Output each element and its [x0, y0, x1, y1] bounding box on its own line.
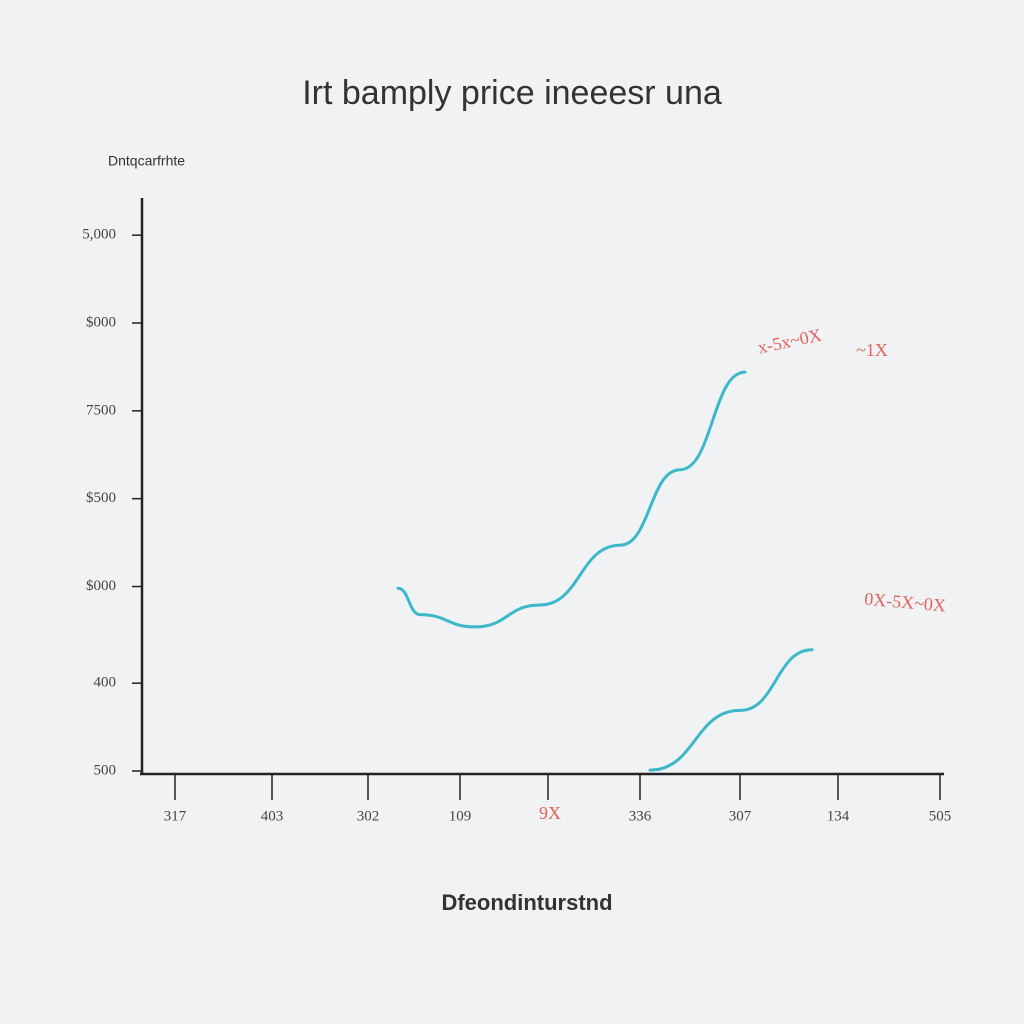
- x-axis-label: Dfeondinturstnd: [441, 890, 612, 915]
- y-tick-label: 400: [94, 675, 117, 691]
- y-tick-label: $500: [86, 490, 116, 506]
- data-line: [396, 370, 747, 629]
- y-axis-label: Dntqcarfrhte: [108, 153, 185, 169]
- x-tick-label: 505: [929, 808, 952, 824]
- y-tick-label: $000: [86, 314, 116, 330]
- y-tick-label: $000: [86, 578, 116, 594]
- annotation: 9X: [539, 803, 561, 823]
- y-tick-label: 5,000: [82, 227, 116, 243]
- annotation: x-5x~0X: [756, 325, 823, 358]
- data-line: [648, 648, 814, 772]
- y-tick-label: 7500: [86, 402, 116, 418]
- y-tick-label: 500: [94, 762, 117, 778]
- x-tick-label: 336: [629, 808, 652, 824]
- x-tick-label: 302: [357, 808, 380, 824]
- x-tick-label: 307: [729, 808, 752, 824]
- annotation: ~1X: [856, 340, 888, 360]
- x-tick-label: 134: [827, 808, 850, 824]
- chart-title: Irt bamply price ineeesr una: [302, 74, 722, 112]
- annotation: 0X-5X~0X: [864, 589, 947, 616]
- x-tick-label: 317: [164, 808, 187, 824]
- x-tick-label: 403: [261, 808, 284, 824]
- x-tick-label: 109: [449, 808, 472, 824]
